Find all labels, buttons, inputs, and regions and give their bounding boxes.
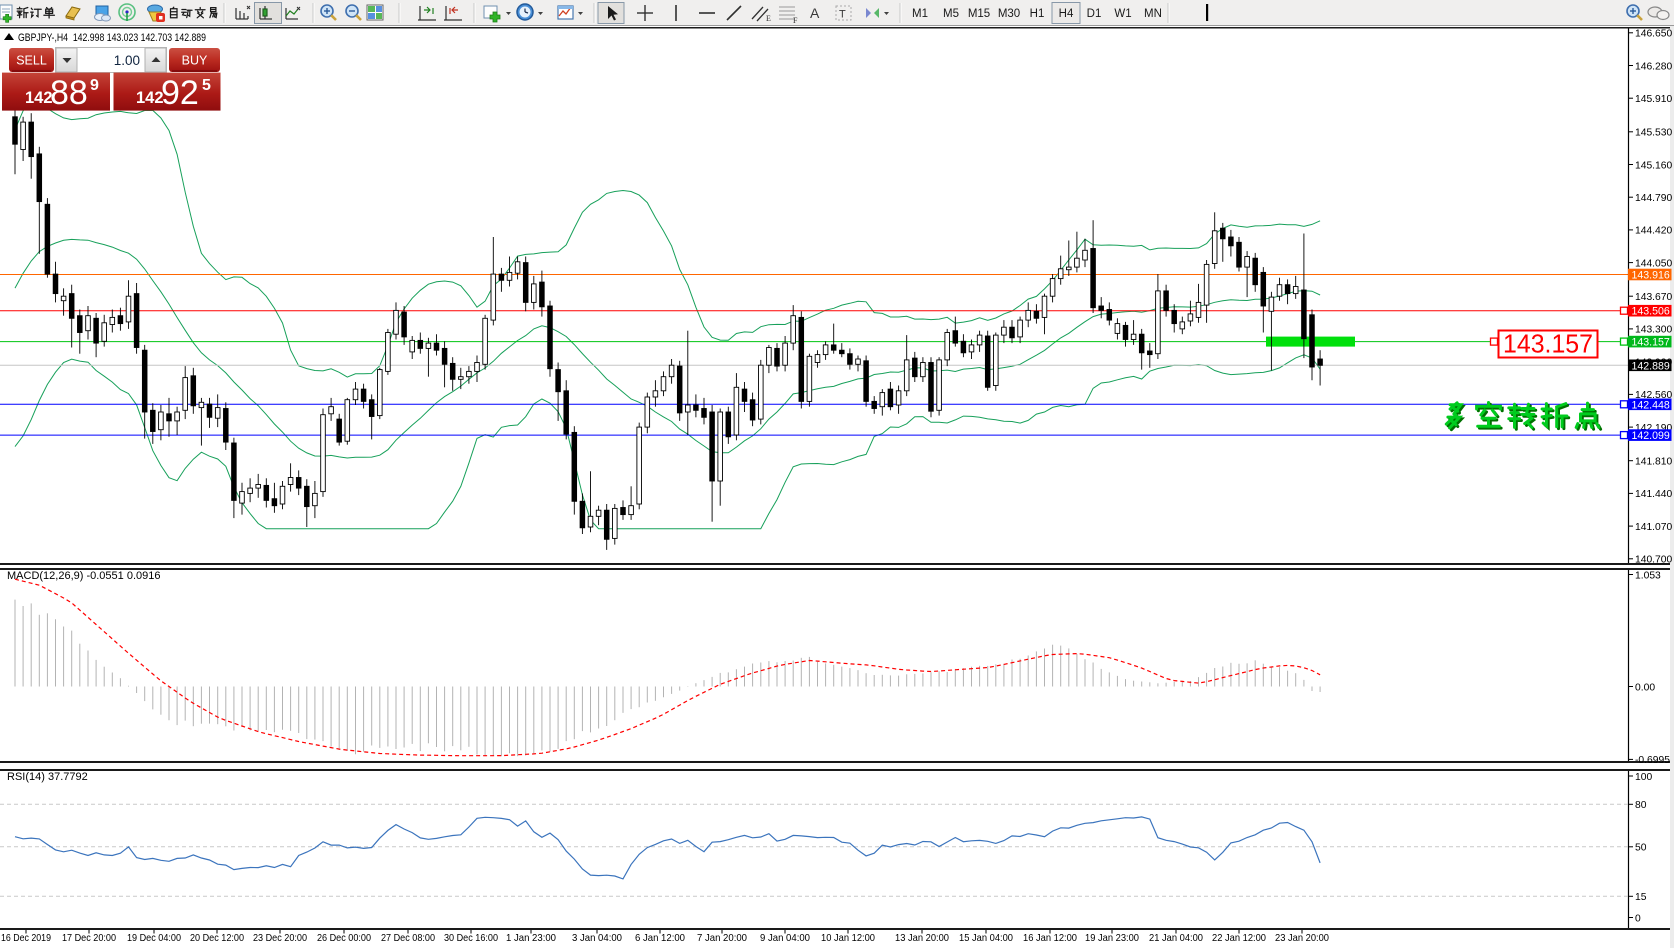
svg-text:M30: M30	[998, 8, 1020, 20]
svg-text:142.889: 142.889	[1632, 360, 1670, 372]
svg-text:1.00: 1.00	[114, 53, 140, 68]
svg-text:3 Jan 04:00: 3 Jan 04:00	[572, 933, 622, 944]
svg-text:142: 142	[136, 89, 164, 107]
svg-text:16 Jan 12:00: 16 Jan 12:00	[1023, 933, 1077, 944]
svg-text:88: 88	[50, 74, 88, 112]
svg-text:26 Dec 00:00: 26 Dec 00:00	[317, 933, 371, 944]
svg-text:143.670: 143.670	[1635, 292, 1672, 303]
svg-text:9: 9	[90, 77, 99, 94]
svg-text:-0.6995: -0.6995	[1635, 755, 1670, 766]
svg-text:W1: W1	[1114, 8, 1131, 20]
svg-text:T: T	[839, 9, 846, 21]
svg-text:M15: M15	[968, 8, 990, 20]
svg-text:7 Jan 20:00: 7 Jan 20:00	[697, 933, 747, 944]
svg-text:145.530: 145.530	[1635, 128, 1672, 139]
svg-text:146.650: 146.650	[1635, 29, 1672, 40]
svg-text:BUY: BUY	[182, 54, 208, 68]
svg-text:20 Dec 12:00: 20 Dec 12:00	[190, 933, 244, 944]
svg-text:142.560: 142.560	[1635, 390, 1672, 401]
svg-text:143.157: 143.157	[1632, 337, 1670, 349]
svg-text:13 Jan 20:00: 13 Jan 20:00	[895, 933, 949, 944]
svg-text:10 Jan 12:00: 10 Jan 12:00	[821, 933, 875, 944]
svg-text:21 Jan 04:00: 21 Jan 04:00	[1149, 933, 1203, 944]
svg-text:MN: MN	[1144, 8, 1162, 20]
svg-text:15 Jan 04:00: 15 Jan 04:00	[959, 933, 1013, 944]
svg-text:27 Dec 08:00: 27 Dec 08:00	[381, 933, 435, 944]
svg-text:146.280: 146.280	[1635, 61, 1672, 72]
svg-text:H4: H4	[1059, 8, 1074, 20]
svg-text:16 Dec 2019: 16 Dec 2019	[1, 933, 51, 944]
svg-text:RSI(14) 37.7792: RSI(14) 37.7792	[7, 771, 88, 783]
svg-text:17 Dec 20:00: 17 Dec 20:00	[62, 933, 116, 944]
svg-text:144.790: 144.790	[1635, 193, 1672, 204]
svg-text:143.506: 143.506	[1632, 306, 1670, 318]
svg-text:142.190: 142.190	[1635, 423, 1672, 434]
svg-text:23 Dec 20:00: 23 Dec 20:00	[253, 933, 307, 944]
svg-text:MACD(12,26,9) -0.0551 0.0916: MACD(12,26,9) -0.0551 0.0916	[7, 570, 160, 582]
svg-text:0.00: 0.00	[1635, 682, 1655, 693]
svg-text:100: 100	[1635, 772, 1652, 783]
svg-text:M5: M5	[943, 8, 959, 20]
svg-text:141.070: 141.070	[1635, 522, 1672, 533]
svg-text:E: E	[766, 14, 771, 23]
svg-text:30 Dec 16:00: 30 Dec 16:00	[444, 933, 498, 944]
svg-text:6 Jan 12:00: 6 Jan 12:00	[635, 933, 685, 944]
svg-text:M1: M1	[912, 8, 928, 20]
svg-text:141.440: 141.440	[1635, 489, 1672, 500]
svg-text:144.420: 144.420	[1635, 226, 1672, 237]
svg-text:15: 15	[1635, 892, 1647, 903]
svg-text:142.448: 142.448	[1632, 399, 1670, 411]
svg-text:80: 80	[1635, 800, 1647, 811]
svg-text:9 Jan 04:00: 9 Jan 04:00	[760, 933, 810, 944]
svg-text:143.916: 143.916	[1632, 270, 1670, 282]
svg-text:A: A	[810, 5, 820, 21]
svg-text:5: 5	[202, 77, 211, 94]
svg-text:144.050: 144.050	[1635, 258, 1672, 269]
svg-text:142.099: 142.099	[1632, 430, 1670, 442]
svg-text:143.157: 143.157	[1503, 329, 1593, 359]
svg-text:19 Jan 23:00: 19 Jan 23:00	[1085, 933, 1139, 944]
svg-text:GBPJPY-,H4 142.998 143.023 14: GBPJPY-,H4 142.998 143.023 142.703 142.8…	[18, 32, 206, 44]
svg-text:23 Jan 20:00: 23 Jan 20:00	[1275, 933, 1329, 944]
svg-text:145.160: 145.160	[1635, 160, 1672, 171]
svg-text:SELL: SELL	[16, 54, 47, 68]
svg-text:141.810: 141.810	[1635, 457, 1672, 468]
svg-text:D1: D1	[1087, 8, 1102, 20]
svg-text:1 Jan 23:00: 1 Jan 23:00	[506, 933, 556, 944]
svg-text:19 Dec 04:00: 19 Dec 04:00	[127, 933, 181, 944]
svg-text:140.700: 140.700	[1635, 555, 1672, 566]
svg-text:1.053: 1.053	[1635, 570, 1661, 581]
svg-text:0: 0	[1635, 913, 1641, 924]
svg-text:145.910: 145.910	[1635, 94, 1672, 105]
svg-text:H1: H1	[1030, 8, 1045, 20]
svg-text:F: F	[793, 16, 798, 25]
svg-text:143.300: 143.300	[1635, 325, 1672, 336]
svg-text:92: 92	[161, 74, 199, 112]
svg-text:142: 142	[25, 89, 53, 107]
svg-text:22 Jan 12:00: 22 Jan 12:00	[1212, 933, 1266, 944]
svg-text:50: 50	[1635, 843, 1647, 854]
